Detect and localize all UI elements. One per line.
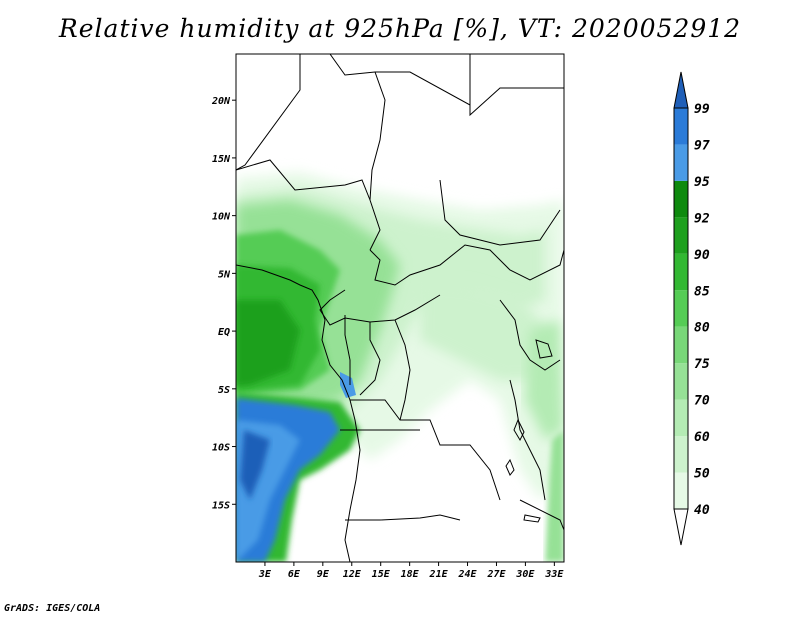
lat-tick-label: 5S [218,385,230,396]
colorbar-segment [674,217,688,254]
colorbar-segment [674,399,688,437]
lon-tick-label: 3E [258,569,272,580]
colorbar-segment [674,180,688,218]
lat-tick-label: 20N [211,96,231,107]
lon-tick-label: 12E [343,569,362,580]
lon-tick-label: 33E [544,569,564,580]
lon-tick-label: 21E [429,569,449,580]
colorbar-segment [674,472,688,509]
colorbar-level-label: 85 [694,284,710,299]
colorbar-segment [674,290,688,327]
colorbar-level-label: 80 [694,321,710,336]
colorbar-segment [674,108,688,145]
colorbar-min-arrow [673,508,689,546]
lon-tick-label: 27E [486,569,506,580]
colorbar-level-label: 75 [694,357,710,372]
lon-tick-label: 24E [457,569,477,580]
colorbar-level-label: 90 [694,248,710,263]
humidity-field [236,54,564,562]
map-title: Relative humidity at 925hPa [%], VT: 202… [58,14,742,43]
colorbar-level-label: 92 [694,211,710,226]
colorbar-level-label: 60 [694,430,710,445]
colorbar-segment [674,363,688,400]
lon-tick-label: 15E [372,569,391,580]
latitude-axis: 20N 15N 10N 5N EQ 5S 10S 15S [211,96,236,511]
lat-tick-label: 15N [212,154,231,165]
lat-tick-label: 15S [212,500,230,511]
colorbar-segment [674,436,688,473]
lon-tick-label: 6E [288,569,301,580]
grads-credit: GrADS: IGES/COLA [4,603,101,614]
colorbar-segment [674,326,688,364]
colorbar-level-label: 95 [694,175,710,190]
lat-tick-label: 5N [218,269,231,280]
colorbar-segment [674,144,688,181]
colorbar-level-label: 70 [694,394,710,409]
colorbar-level-label: 97 [694,138,710,153]
longitude-axis: 3E 6E 9E 12E 15E 18E 21E 24E 27E 30E 33E [258,562,564,580]
lat-tick-label: EQ [218,327,230,338]
colorbar-level-label: 99 [694,102,710,117]
colorbar-max-arrow [673,71,689,109]
country-borders [236,54,564,562]
colorbar: 40 50 60 70 75 80 85 90 92 95 97 99 [673,71,710,546]
colorbar-outline [673,107,689,510]
colorbar-level-label: 40 [694,503,710,518]
lat-tick-label: 10S [212,443,230,454]
lon-tick-label: 18E [401,569,420,580]
lon-tick-label: 30E [515,569,535,580]
colorbar-segment [674,253,688,291]
colorbar-level-label: 50 [694,467,710,482]
map-frame [235,53,565,563]
lat-tick-label: 10N [212,212,231,223]
lon-tick-label: 9E [317,569,330,580]
